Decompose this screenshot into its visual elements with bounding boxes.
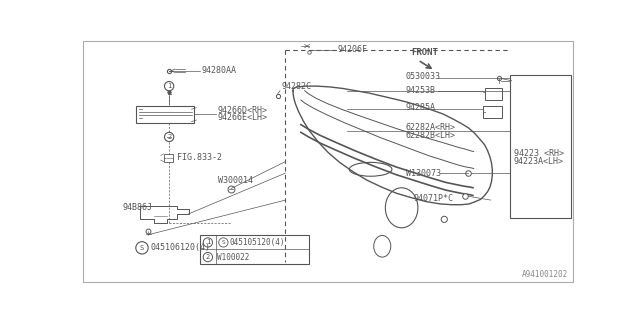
Text: 94B86J: 94B86J <box>123 203 152 212</box>
Text: 94223A<LH>: 94223A<LH> <box>514 157 564 166</box>
Text: 94266D<RH>: 94266D<RH> <box>217 106 267 115</box>
Text: 62282A<RH>: 62282A<RH> <box>406 123 456 132</box>
Bar <box>483 106 502 118</box>
Text: 94285A: 94285A <box>406 103 435 112</box>
Text: W130073: W130073 <box>406 169 440 178</box>
Text: 045106120(4): 045106120(4) <box>150 243 211 252</box>
Text: W100022: W100022 <box>217 252 250 261</box>
Text: 1: 1 <box>167 83 172 89</box>
Text: 94071P*C: 94071P*C <box>413 194 453 203</box>
Text: 94282C: 94282C <box>282 82 312 91</box>
Text: 0530033: 0530033 <box>406 72 440 81</box>
Text: 94206F: 94206F <box>337 45 367 54</box>
Text: A941001202: A941001202 <box>522 270 568 279</box>
Text: 2: 2 <box>167 134 172 140</box>
Text: FRONT: FRONT <box>412 48 438 57</box>
Text: 94280AA: 94280AA <box>202 66 237 75</box>
Text: 045105120(4): 045105120(4) <box>230 238 285 247</box>
Text: S: S <box>221 240 225 245</box>
Bar <box>164 154 173 162</box>
Text: 94266E<LH>: 94266E<LH> <box>217 113 267 122</box>
Text: 94253B: 94253B <box>406 86 435 95</box>
Text: W300014: W300014 <box>218 176 253 185</box>
Text: 62282B<LH>: 62282B<LH> <box>406 131 456 140</box>
Text: 2: 2 <box>205 254 210 260</box>
Text: 1: 1 <box>205 239 210 245</box>
Bar <box>484 88 502 100</box>
Bar <box>200 235 308 264</box>
Bar <box>510 75 571 218</box>
Bar <box>136 106 194 123</box>
Text: FIG.833-2: FIG.833-2 <box>177 153 222 162</box>
Text: S: S <box>140 245 144 251</box>
Text: 94223 <RH>: 94223 <RH> <box>514 149 564 158</box>
